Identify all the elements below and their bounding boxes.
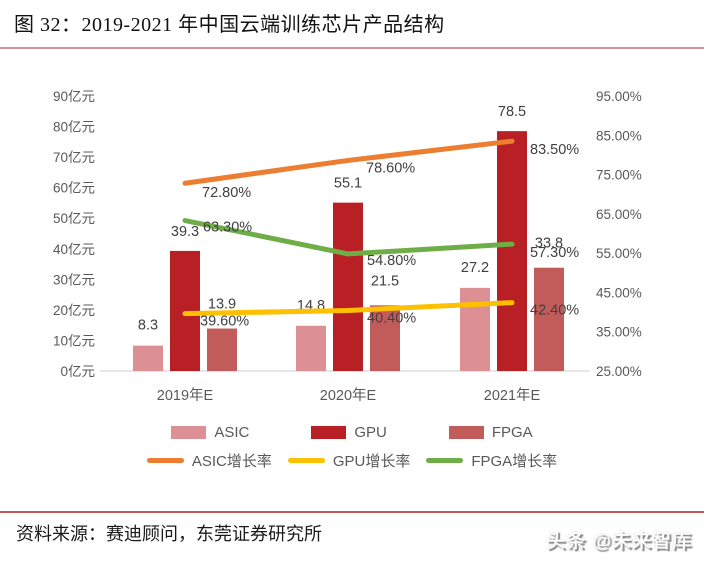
- legend-item-asic: ASIC: [171, 424, 249, 441]
- watermark: 头条 @未来智库: [546, 531, 692, 552]
- right-axis-tick: 55.00%: [596, 246, 642, 261]
- bar-gpu-2020年E: [333, 202, 363, 371]
- line-GPU增长率: [182, 300, 515, 317]
- legend-label-fpga: FPGA: [491, 424, 533, 441]
- footer-divider: [0, 511, 704, 513]
- line-label: 63.30%: [203, 220, 252, 236]
- right-axis-tick: 35.00%: [596, 325, 642, 340]
- source-note: 资料来源：赛迪顾问，东莞证券研究所: [16, 524, 322, 544]
- bar-asic-2020年E: [296, 325, 326, 371]
- left-axis-tick: 20亿元: [53, 303, 95, 318]
- bar-label: 21.5: [371, 273, 399, 289]
- bar-label: 33.8: [535, 236, 563, 252]
- left-axis-tick: 60亿元: [53, 181, 95, 196]
- figure-title: 图 32：2019-2021 年中国云端训练芯片产品结构: [14, 14, 445, 36]
- x-axis-label: 2020年E: [320, 387, 377, 404]
- line-label: 39.60%: [200, 314, 249, 330]
- bar-label: 13.9: [208, 297, 236, 313]
- line-label: 83.50%: [530, 142, 579, 158]
- legend-label-gpu: GPU: [354, 424, 387, 441]
- fpga-swatch-icon: [448, 426, 484, 439]
- line-FPGA增长率: [182, 218, 515, 257]
- left-axis-tick: 10亿元: [53, 333, 95, 348]
- bar-label: 39.3: [171, 224, 199, 240]
- bar-asic-2021年E: [460, 287, 490, 371]
- line-label: 78.60%: [366, 160, 415, 176]
- right-axis-tick: 45.00%: [596, 285, 642, 300]
- legend-item-fpga: FPGA: [448, 424, 533, 441]
- bar-label: 27.2: [461, 260, 489, 276]
- title-divider: [0, 47, 704, 49]
- left-axis-tick: 70亿元: [53, 150, 95, 165]
- fpga-growth-line-icon: [426, 458, 464, 463]
- left-axis-tick: 80亿元: [53, 120, 95, 135]
- left-axis-tick: 50亿元: [53, 211, 95, 226]
- asic-swatch-icon: [171, 426, 207, 439]
- bar-asic-2019年E: [133, 345, 163, 371]
- gpu-swatch-icon: [311, 426, 347, 439]
- legend-item-fpga-growth: FPGA增长率: [426, 450, 557, 471]
- line-label: 42.40%: [530, 303, 579, 319]
- left-axis-tick: 90亿元: [53, 89, 95, 104]
- legend-label-asic: ASIC: [214, 424, 250, 441]
- right-axis-tick: 95.00%: [596, 89, 642, 104]
- line-label: 40.40%: [367, 311, 416, 327]
- right-axis-tick: 25.00%: [596, 364, 642, 379]
- bar-label: 8.3: [138, 318, 158, 334]
- bar-gpu-2021年E: [497, 131, 527, 371]
- legend-item-gpu-growth: GPU增长率: [287, 450, 411, 471]
- x-axis-label: 2019年E: [157, 387, 214, 404]
- line-label: 54.80%: [367, 253, 416, 269]
- bar-fpga-2019年E: [207, 328, 237, 371]
- right-axis-tick: 85.00%: [596, 128, 642, 143]
- legend-label-asic-growth: ASIC增长率: [191, 453, 272, 470]
- asic-growth-line-icon: [146, 458, 184, 463]
- legend-item-gpu: GPU: [311, 424, 387, 441]
- combo-chart: 0亿元 10亿元 20亿元 30亿元 40亿元 50亿元 60亿元 70亿元 80亿元 90亿元 2…: [53, 89, 642, 404]
- legend-bars: ASIC GPU FPGA: [0, 424, 704, 441]
- legend-item-asic-growth: ASIC增长率: [146, 450, 272, 471]
- right-axis-tick: 65.00%: [596, 207, 642, 222]
- line-ASIC增长率: [182, 138, 515, 186]
- bar-label: 78.5: [498, 104, 526, 120]
- right-axis-tick: 75.00%: [596, 168, 642, 183]
- bar-label: 55.1: [334, 176, 362, 192]
- bar-fpga-2020年E: [370, 305, 400, 371]
- left-axis-tick: 30亿元: [53, 272, 95, 287]
- gpu-growth-line-icon: [287, 458, 325, 463]
- x-axis-label: 2021年E: [484, 387, 541, 404]
- line-label: 72.80%: [202, 185, 251, 201]
- line-label: 57.30%: [530, 245, 579, 261]
- left-axis-tick: 40亿元: [53, 242, 95, 257]
- legend-label-fpga-growth: FPGA增长率: [471, 453, 558, 470]
- bar-fpga-2021年E: [534, 267, 564, 371]
- legend-lines: ASIC增长率 GPU增长率 FPGA增长率: [0, 450, 704, 471]
- left-axis-tick: 0亿元: [60, 364, 95, 379]
- legend-label-gpu-growth: GPU增长率: [332, 453, 411, 470]
